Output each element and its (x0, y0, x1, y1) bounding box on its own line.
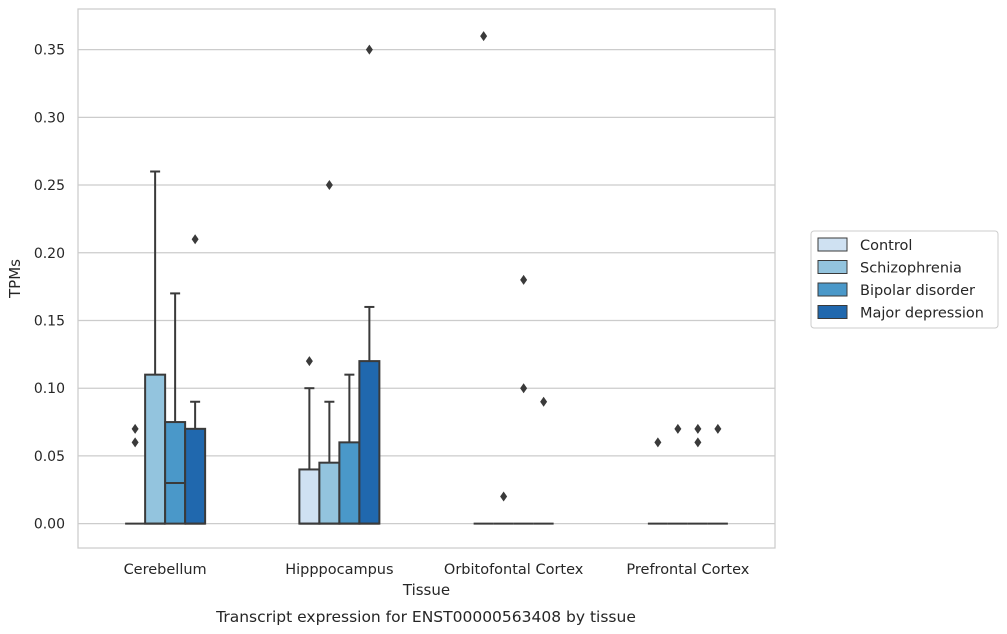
legend: Control Schizophrenia Bipolar disorder Majo… (810, 230, 999, 329)
box (184, 427, 207, 525)
y-tick-label: 0.35 (34, 43, 65, 59)
plot-marks (125, 31, 728, 525)
x-axis-label: Tissue (402, 581, 450, 599)
x-tick-label: Orbitofontal Cortex (444, 562, 584, 578)
y-tick-label: 0.25 (34, 178, 65, 194)
legend-frame (810, 230, 999, 329)
y-tick-label: 0.10 (34, 381, 65, 397)
y-axis-label: TPMs (6, 259, 24, 299)
outlier-point (520, 383, 528, 394)
y-tick-labels: 0.00 0.05 0.10 0.15 0.20 0.25 0.30 0.35 (34, 43, 65, 533)
outlier-point (480, 31, 488, 42)
box (164, 421, 187, 525)
box (338, 441, 361, 525)
x-tick-labels: Cerebellum Hipppocampus Orbitofontal Corte… (124, 562, 750, 578)
outlier-point (131, 423, 139, 434)
y-tick-label: 0.05 (34, 449, 65, 465)
legend-swatch (817, 260, 848, 274)
box-0-2 (164, 292, 187, 525)
legend-swatch (817, 282, 848, 297)
legend-label: Schizophrenia (860, 261, 962, 277)
outlier-point (654, 437, 662, 448)
legend-swatch (817, 237, 848, 252)
y-tick-label: 0.30 (34, 110, 65, 126)
legend-label: Control (860, 238, 912, 254)
box-3-1 (667, 423, 688, 525)
box (358, 360, 381, 525)
outlier-point (714, 423, 722, 434)
outlier-point (694, 423, 702, 434)
box-0-3 (184, 234, 207, 525)
box-2-3 (533, 396, 554, 525)
outlier-point (305, 356, 313, 367)
legend-label: Bipolar disorder (860, 283, 975, 299)
outlier-point (365, 44, 373, 55)
box (144, 373, 167, 525)
outlier-point (191, 234, 199, 245)
box-3-3 (707, 423, 728, 525)
box-1-2 (338, 373, 361, 525)
outlier-point (131, 437, 139, 448)
outlier-point (520, 274, 528, 285)
y-tick-label: 0.20 (34, 246, 65, 262)
y-tick-label: 0.00 (34, 517, 65, 533)
box-1-1 (318, 180, 341, 525)
outlier-point (694, 437, 702, 448)
box-3-0 (647, 437, 668, 525)
box-1-3 (358, 44, 381, 525)
outlier-point (540, 396, 548, 407)
box-2-0 (473, 31, 494, 525)
box (318, 461, 341, 525)
chart-title: Transcript expression for ENST0000056340… (215, 608, 636, 626)
box-3-2 (687, 423, 708, 525)
box-2-1 (493, 491, 514, 525)
x-tick-label: Hipppocampus (285, 562, 393, 578)
outlier-point (674, 423, 682, 434)
plot-frame (77, 8, 776, 549)
outlier-point (325, 180, 333, 191)
y-tick-label: 0.15 (34, 313, 65, 329)
box (298, 468, 321, 525)
box-1-0 (298, 356, 321, 525)
legend-label: Major depression (860, 306, 984, 322)
legend-swatch (817, 305, 848, 319)
box-2-2 (513, 274, 534, 525)
box-0-1 (144, 170, 167, 525)
outlier-point (500, 491, 508, 502)
box-0-0 (125, 423, 146, 525)
x-tick-label: Prefrontal Cortex (626, 562, 749, 578)
x-tick-label: Cerebellum (124, 562, 207, 578)
